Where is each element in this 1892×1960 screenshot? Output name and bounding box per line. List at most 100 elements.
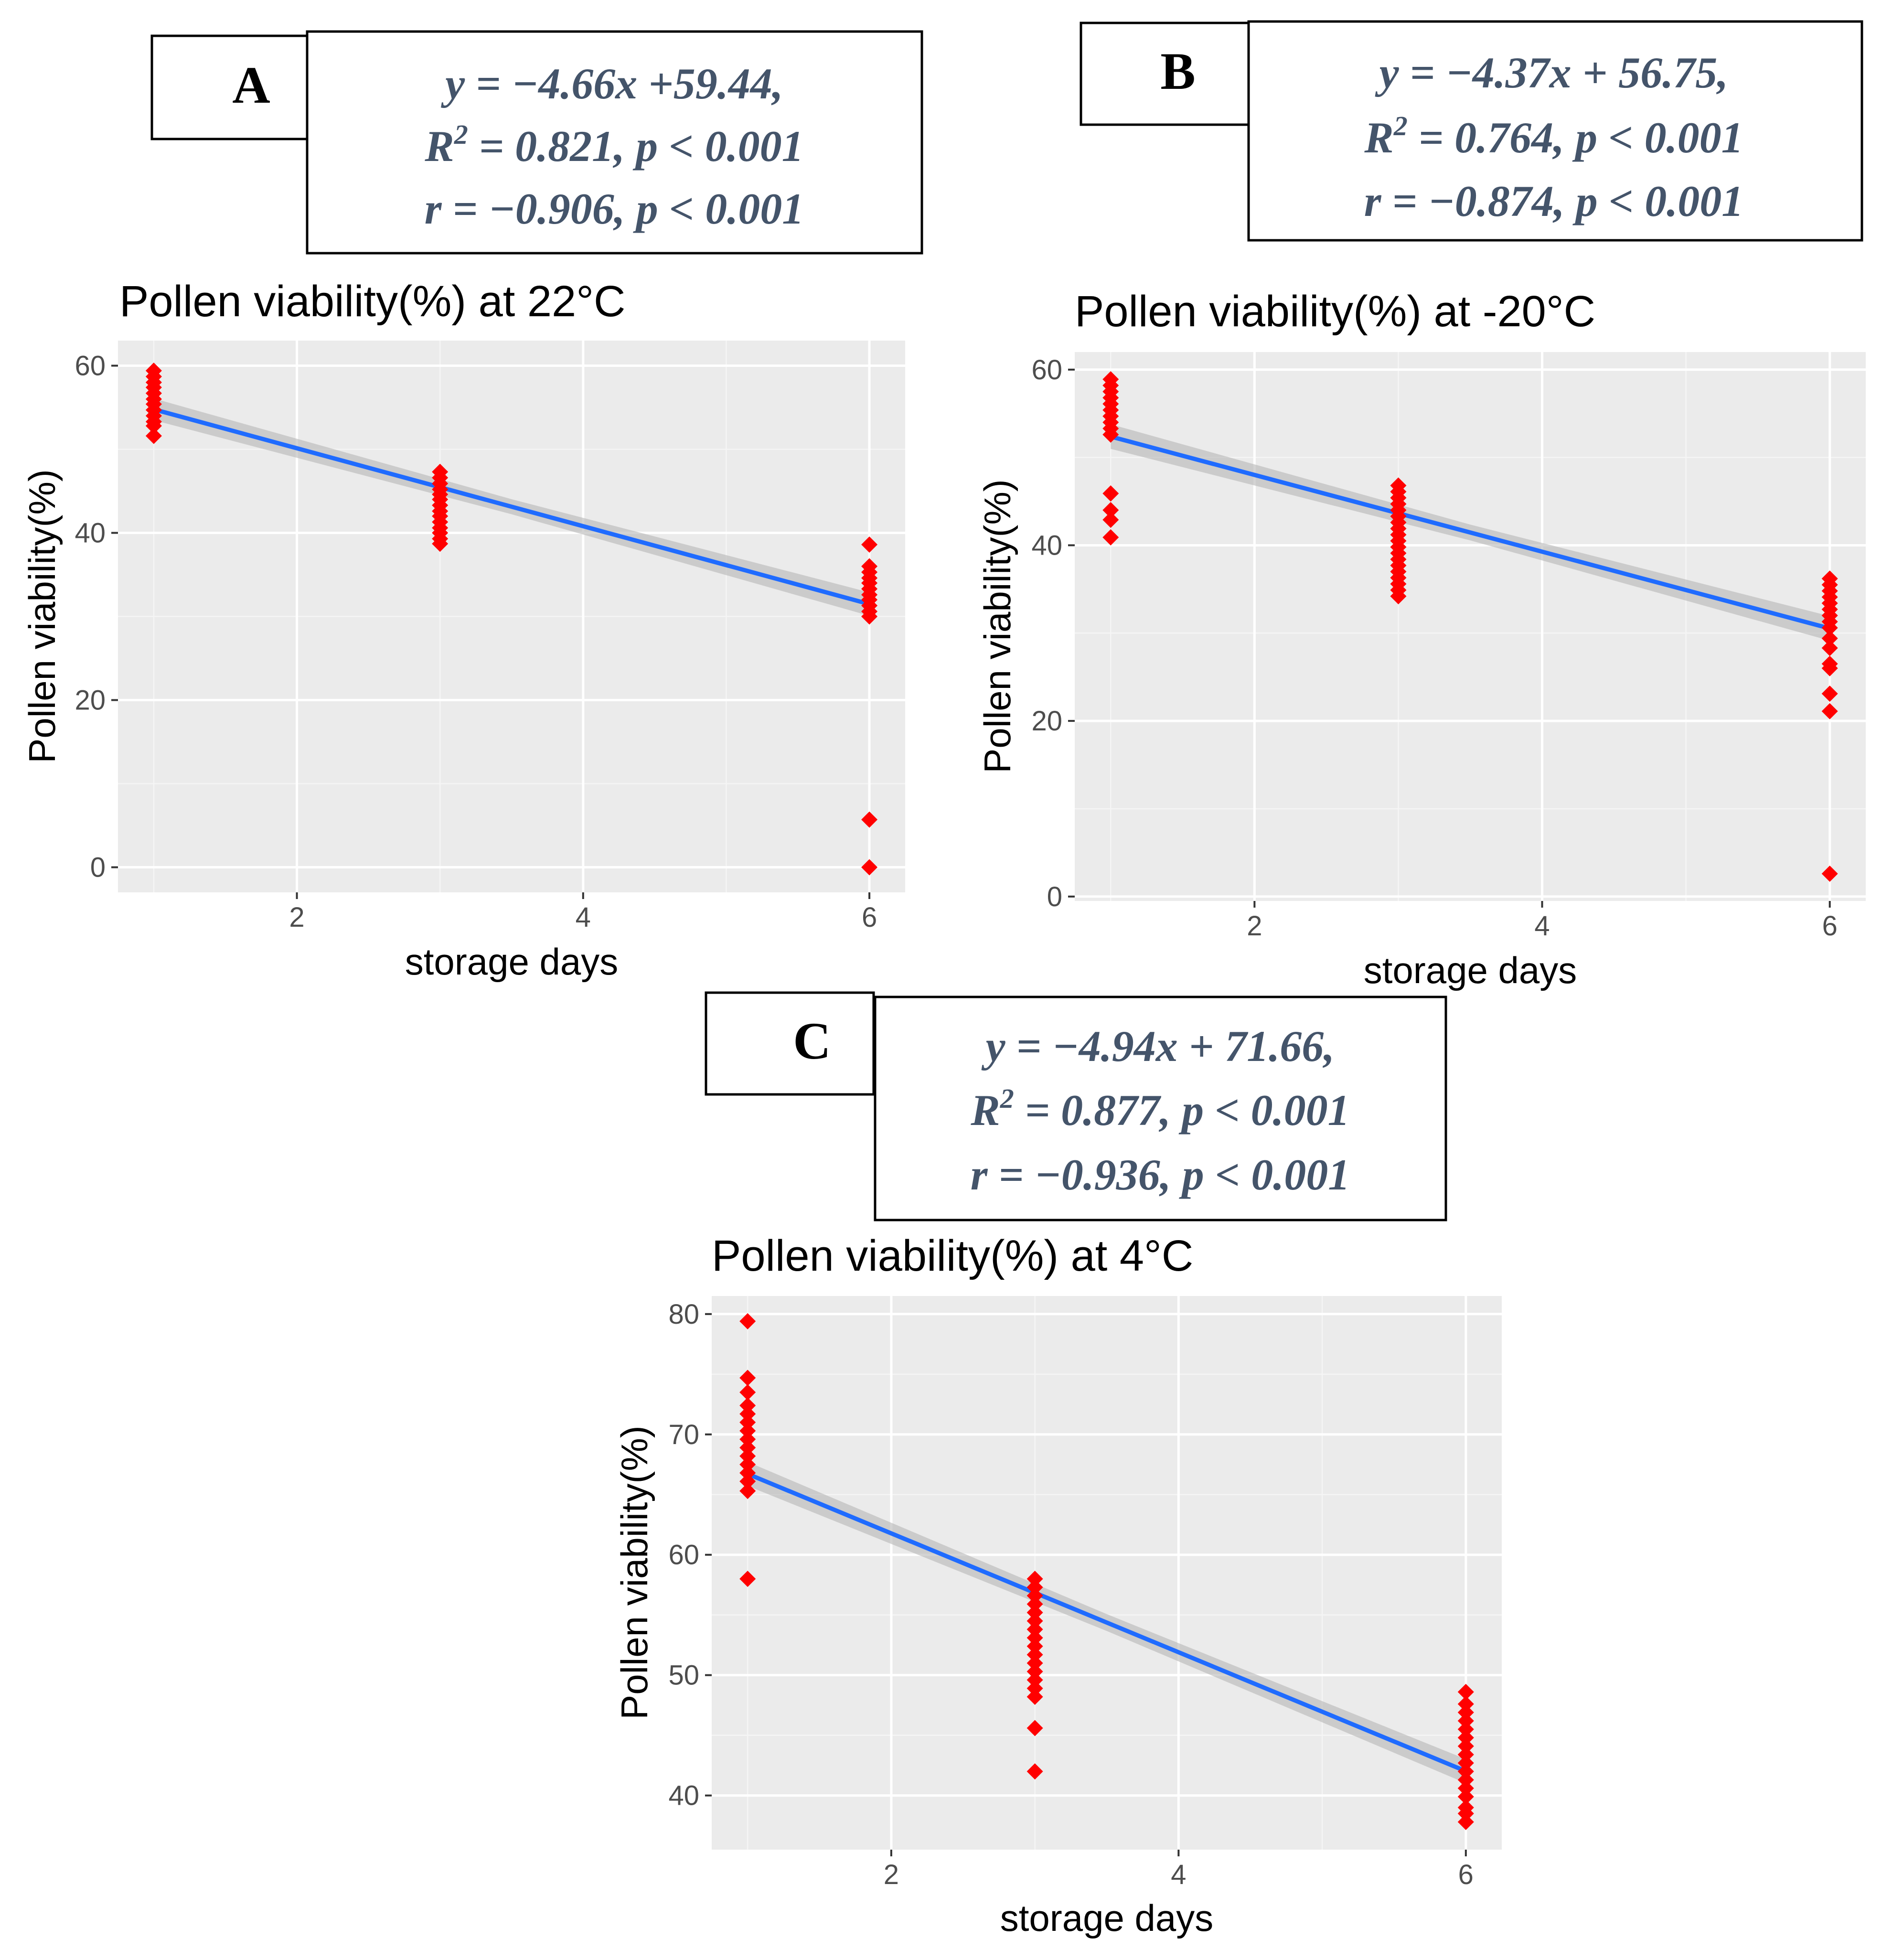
chart-a-point-25	[432, 536, 449, 552]
chart-c-fit-line	[747, 1472, 1467, 1773]
panel-a-r2-superscript: 2	[454, 119, 468, 150]
panel-b-equation-line-1: y = −4.37x + 56.75,	[1375, 48, 1728, 97]
chart-a-point-26	[861, 536, 878, 553]
chart-c-y-tick-label-3: 70	[668, 1419, 699, 1450]
panel-c-r2-superscript: 2	[1000, 1083, 1014, 1114]
chart-c-x-axis-title: storage days	[1000, 1897, 1214, 1939]
chart-b-point-48	[1821, 866, 1838, 882]
chart-c-x-tick-label-1: 4	[1171, 1859, 1186, 1890]
chart-c-point-13	[739, 1483, 756, 1499]
chart-b-gridlines	[1075, 352, 1866, 901]
panel-a-r2-symbol: R	[424, 122, 454, 171]
chart-c-point-43	[1457, 1780, 1474, 1797]
chart-b-point-47	[1821, 703, 1838, 719]
chart-b-point-9	[1102, 426, 1119, 443]
chart-c: Pollen viability(%) at 4°C 2 4 6 40 50 60 70 80…	[613, 1232, 1502, 1939]
chart-b-y-tick-label-3: 60	[1031, 354, 1062, 386]
chart-c-point-4	[739, 1405, 756, 1422]
chart-c-point-11	[739, 1465, 756, 1481]
chart-c-point-47	[1457, 1814, 1474, 1831]
chart-c-ticks: 2 4 6 40 50 60 70 80	[668, 1299, 1473, 1890]
chart-b: Pollen viability(%) at -20°C 2 4 60204060 …	[976, 287, 1866, 991]
chart-a-point-37	[861, 811, 878, 828]
chart-a-y-axis-title: Pollen viability(%)	[21, 469, 63, 763]
chart-c-point-29	[1026, 1689, 1043, 1705]
chart-c-point-24	[1026, 1646, 1043, 1663]
panel-a-equation-line-3: r = −0.906, p < 0.001	[425, 184, 804, 233]
chart-c-point-5	[739, 1414, 756, 1431]
chart-a-x-axis-title: storage days	[405, 941, 619, 983]
chart-c-point-34	[1457, 1704, 1474, 1721]
chart-c-point-23	[1026, 1638, 1043, 1655]
panel-b-letter-box	[1080, 21, 1252, 126]
panel-b-header: B y = −4.37x + 56.75, R2 = 0.764, p < 0.…	[1080, 20, 1863, 242]
chart-c-point-19	[1026, 1604, 1043, 1621]
chart-a-y-tick-label-1: 20	[75, 685, 106, 716]
chart-c-y-tick-label-2: 60	[668, 1540, 699, 1571]
chart-c-point-28	[1026, 1680, 1043, 1697]
panel-b-r2-symbol: R	[1364, 113, 1393, 162]
panel-a-letter: A	[232, 56, 270, 114]
chart-c-y-tick-label-4: 80	[668, 1299, 699, 1330]
chart-c-title: Pollen viability(%) at 4°C	[712, 1232, 1193, 1280]
chart-c-point-42	[1457, 1771, 1474, 1788]
chart-c-point-33	[1457, 1696, 1474, 1713]
chart-b-fit-line	[1110, 434, 1830, 631]
chart-a-point-10	[145, 418, 162, 434]
chart-b-y-tick-label-0: 0	[1047, 881, 1062, 912]
chart-c-point-26	[1026, 1663, 1043, 1680]
panel-a-equation-line-2: R2 = 0.821, p < 0.001	[424, 119, 803, 171]
chart-c-point-40	[1457, 1755, 1474, 1771]
chart-c-point-31	[1026, 1763, 1043, 1780]
panel-b-equation-box	[1247, 20, 1863, 242]
chart-c-point-20	[1026, 1613, 1043, 1629]
chart-c-point-25	[1026, 1655, 1043, 1671]
chart-c-point-46	[1457, 1805, 1474, 1822]
chart-c-plot-area	[712, 1296, 1502, 1850]
chart-a-y-tick-label-0: 0	[90, 852, 106, 883]
panel-c-equation-line-2: R2 = 0.877, p < 0.001	[970, 1083, 1349, 1135]
panel-b-r2-value: = 0.764, p < 0.001	[1408, 113, 1743, 162]
chart-c-point-18	[1026, 1596, 1043, 1613]
chart-b-point-41	[1821, 620, 1838, 636]
chart-b-x-tick-label-1: 4	[1534, 910, 1550, 942]
panel-c-equation-box	[874, 996, 1447, 1221]
panel-a-equation-box	[306, 30, 923, 255]
chart-b-point-32	[1390, 588, 1407, 605]
chart-b-x-axis-title: storage days	[1364, 949, 1577, 991]
chart-b-x-tick-label-0: 2	[1247, 910, 1262, 942]
panel-c-letter-box	[705, 991, 875, 1096]
chart-a-y-tick-label-3: 60	[75, 351, 106, 382]
chart-c-point-17	[1026, 1587, 1043, 1604]
chart-a-point-36	[861, 608, 878, 625]
chart-c-point-44	[1457, 1789, 1474, 1805]
chart-c-point-38	[1457, 1738, 1474, 1755]
chart-b-x-tick-label-2: 6	[1822, 910, 1838, 942]
chart-c-y-axis-title: Pollen viability(%)	[613, 1425, 655, 1720]
chart-c-point-37	[1457, 1729, 1474, 1746]
chart-b-y-tick-label-2: 40	[1031, 530, 1062, 561]
chart-b-y-tick-label-1: 20	[1031, 706, 1062, 737]
chart-c-y-tick-label-0: 40	[668, 1780, 699, 1811]
chart-b-points	[1102, 371, 1838, 882]
chart-b-point-11	[1102, 502, 1119, 518]
chart-c-gridlines	[712, 1296, 1502, 1850]
chart-a-x-tick-label-1: 4	[576, 902, 591, 933]
chart-c-point-14	[739, 1571, 756, 1587]
chart-b-plot-area	[1075, 352, 1866, 901]
chart-c-point-12	[739, 1473, 756, 1490]
chart-c-point-9	[739, 1448, 756, 1465]
panel-a-letter-box	[150, 34, 311, 140]
chart-c-point-22	[1026, 1629, 1043, 1646]
chart-c-point-35	[1457, 1713, 1474, 1729]
chart-c-y-tick-label-1: 50	[668, 1660, 699, 1691]
panel-a-r2-value: = 0.821, p < 0.001	[468, 122, 804, 171]
panel-c-letter: C	[793, 1012, 831, 1070]
chart-c-point-10	[739, 1456, 756, 1473]
chart-c-point-32	[1457, 1683, 1474, 1700]
chart-c-point-27	[1026, 1671, 1043, 1688]
chart-a-point-11	[145, 428, 162, 444]
chart-c-points	[739, 1313, 1474, 1831]
